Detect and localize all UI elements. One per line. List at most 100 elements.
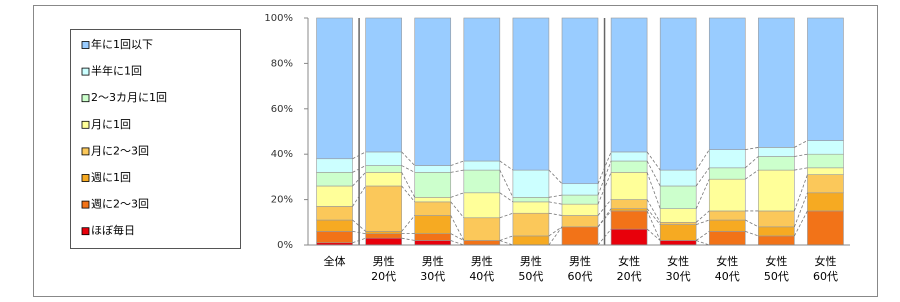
x-tick-label: 20代 [617,270,642,283]
x-tick-label: 40代 [469,270,494,283]
y-tick-label: 60% [271,104,293,115]
legend-box [70,29,241,249]
bar-segment [512,235,550,246]
bar-segment [561,203,599,216]
y-tick-label: 80% [271,58,293,69]
bar-segment [610,210,648,230]
bar-segment [758,235,795,246]
legend-swatch [81,227,90,236]
bar-segment [414,17,452,166]
series-line [450,240,464,246]
bar-segment [758,210,795,228]
bar-segment [708,17,746,150]
series-line [401,185,416,203]
series-line [499,240,514,246]
bar-segment [414,233,452,241]
series-line [548,201,563,205]
legend-label: 週に1回 [91,171,131,184]
bar-segment [659,240,697,246]
x-tick-label: 女性 [765,254,787,268]
series-line [794,153,808,157]
bar-segment [807,210,844,246]
x-tick-label: 50代 [764,270,789,283]
x-tick-label: 30代 [420,270,445,283]
x-tick-label: 20代 [371,270,396,283]
series-line [450,160,464,166]
series-line [352,237,366,244]
series-line [401,237,415,241]
x-tick-label: 30代 [666,270,691,283]
legend-swatch [81,200,90,209]
series-line [597,228,612,246]
bar-segment [610,208,648,212]
series-line [352,151,366,160]
series-line [597,172,612,205]
series-line [695,179,710,209]
bar-segment [708,210,746,221]
series-line [745,219,759,228]
series-line [352,219,366,232]
series-line [499,235,514,241]
x-tick-label: 女性 [814,254,836,268]
bar-segment [659,169,697,187]
x-tick-label: 女性 [667,254,689,268]
series-line [794,140,808,148]
bar-segment [659,222,697,225]
series-line [696,219,710,225]
legend-swatch [81,120,90,129]
bar-segment [512,17,550,171]
x-tick-label: 60代 [568,270,593,283]
series-line [646,172,661,209]
y-tick-label: 100% [264,13,293,24]
series-line [745,146,759,151]
series-line [695,167,710,187]
x-tick-label: 男性 [569,254,591,268]
bar-segment [807,17,844,141]
series-line [499,212,514,219]
bar-segment [758,226,795,237]
series-line [499,192,514,203]
bar-segment [708,178,746,212]
bar-segment [708,149,746,169]
y-tick-label: 20% [271,195,293,206]
legend-swatch [81,174,90,182]
bar-segment [463,17,501,162]
bar-segment [610,172,648,200]
bar-segment [561,215,599,228]
bar-segment [463,217,501,241]
series-line [597,151,612,184]
bar-segment [365,185,402,232]
bar-segment [414,240,452,246]
series-line [696,240,710,246]
series-line [548,169,563,184]
series-line [352,172,366,187]
bar-segment [512,169,550,198]
series-line [745,231,759,237]
x-tick-label: 40代 [715,270,740,283]
series-line [745,169,759,180]
bar-segment [610,151,648,162]
series-line [597,210,612,228]
bar-segment [365,231,402,234]
bar-segment [414,172,452,198]
series-line [352,165,366,173]
legend-label: 月に2～3回 [91,144,149,157]
bar-segment [414,197,452,203]
bar-segment [807,140,844,155]
series-line [450,201,465,219]
bar-segment [365,233,402,239]
bar-segment [316,231,353,244]
legend-swatch [81,67,90,76]
bar-segment [659,185,697,209]
bar-segment [414,201,452,216]
bar-segment [316,185,353,207]
bar-segment [758,169,795,212]
x-tick-label: 女性 [618,254,640,268]
y-tick-label: 40% [271,149,293,160]
bar-segment [463,169,501,194]
bar-segment [561,226,599,246]
series-line [401,165,415,173]
bar-segment [708,231,746,246]
series-line [646,210,661,241]
